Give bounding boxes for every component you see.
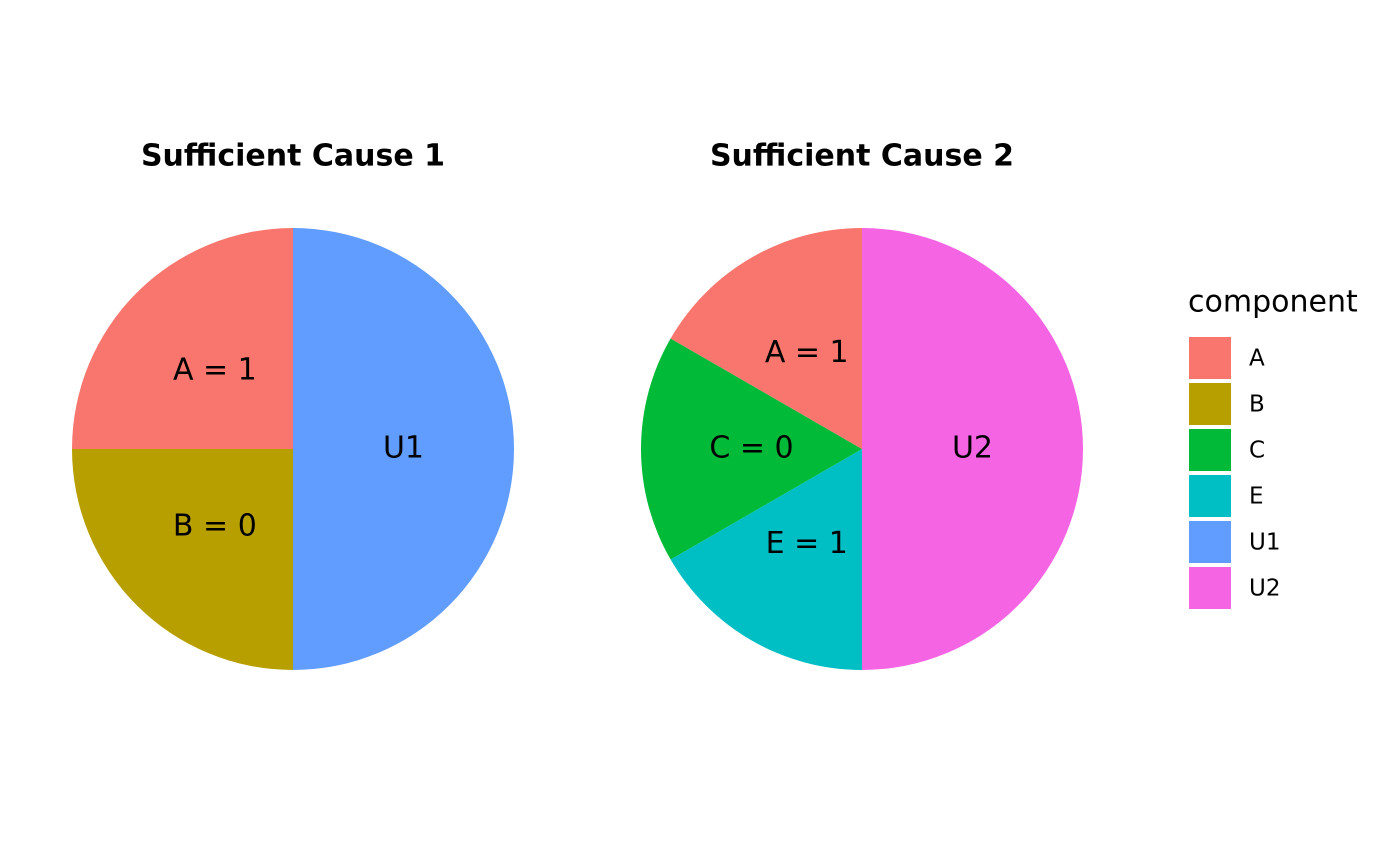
legend-key [1189,475,1231,517]
slice-label: B = 0 [173,509,257,544]
chart-title: Sufficient Cause 2 [710,139,1014,174]
legend-label: E [1249,484,1264,510]
legend-label: C [1249,438,1265,464]
pie-slice [670,228,862,449]
pie-slice [641,338,862,560]
slice-label: U2 [952,431,993,466]
legend-key [1189,567,1231,609]
legend-key [1189,429,1231,471]
slice-label: C = 0 [709,431,793,466]
legend-key [1189,337,1231,379]
legend-label: B [1249,392,1265,418]
pie-slice [293,228,514,670]
pie-slice [72,449,293,670]
legend-title: component [1188,285,1358,320]
legend-label: A [1249,346,1265,372]
legend-key [1189,383,1231,425]
pie-slice [72,228,293,449]
legend-key [1189,521,1231,563]
slice-label: A = 1 [173,352,257,387]
slice-label: U1 [383,431,424,466]
chart-title: Sufficient Cause 1 [141,139,445,174]
legend-label: U2 [1249,576,1280,602]
slice-label: A = 1 [765,335,849,370]
pie-slice [862,228,1083,670]
legend-label: U1 [1249,530,1280,556]
slice-label: E = 1 [766,526,848,561]
pie-slice [670,449,862,670]
